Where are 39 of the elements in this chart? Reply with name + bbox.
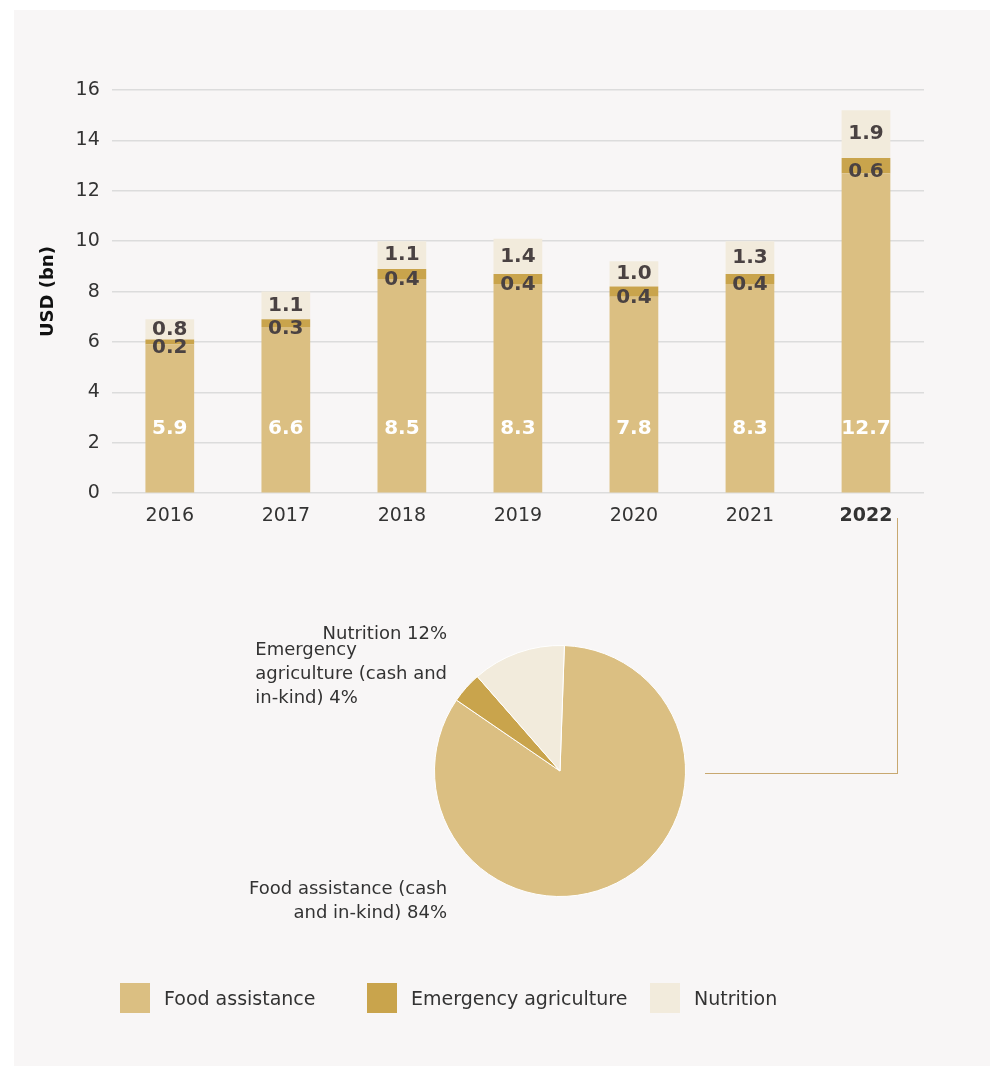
x-tick-label: 2017 [261,502,310,525]
data-label: 8.5 [384,414,420,439]
data-label: 7.8 [616,414,652,439]
slice-label: Food assistance (cash and in-kind) 84% [249,876,448,922]
y-tick-label: 10 [75,228,100,251]
data-label: 1.3 [732,243,768,268]
y-axis-title: USD (bn) [36,246,58,338]
data-label: 1.9 [848,120,884,145]
data-label: 12.7 [841,414,891,439]
x-tick-label: 2021 [725,502,775,525]
y-tick-label: 16 [75,76,100,99]
data-label: 6.6 [268,414,304,439]
data-label: 1.1 [384,241,420,266]
y-tick-label: 2 [87,429,100,452]
data-label: 0.3 [268,315,304,340]
y-tick-label: 4 [87,379,100,402]
legend-label: Emergency agriculture [411,987,628,1009]
data-label: 1.1 [268,291,304,316]
x-tick-label: 2018 [377,502,427,525]
y-tick-label: 6 [87,328,100,351]
data-label: 0.4 [732,271,768,296]
x-tick-label: 2016 [145,502,194,525]
data-label: 0.4 [616,283,652,308]
data-label: 8.3 [732,414,768,439]
data-label: 0.4 [500,271,536,296]
y-tick-label: 0 [87,480,100,503]
x-tick-label: 2019 [493,502,543,525]
legend-label: Food assistance [164,987,316,1009]
data-label: 8.3 [500,414,536,439]
data-label: 0.4 [384,266,420,291]
data-label: 5.9 [152,414,188,439]
y-tick-label: 14 [75,127,100,150]
data-label: 1.4 [500,242,536,267]
legend-label: Nutrition [694,987,778,1009]
y-tick-label: 12 [75,177,100,200]
data-label: 1.0 [616,260,652,285]
y-tick-label: 8 [87,278,100,301]
x-tick-label: 2020 [609,502,659,525]
x-tick-label: 2022 [839,502,893,525]
